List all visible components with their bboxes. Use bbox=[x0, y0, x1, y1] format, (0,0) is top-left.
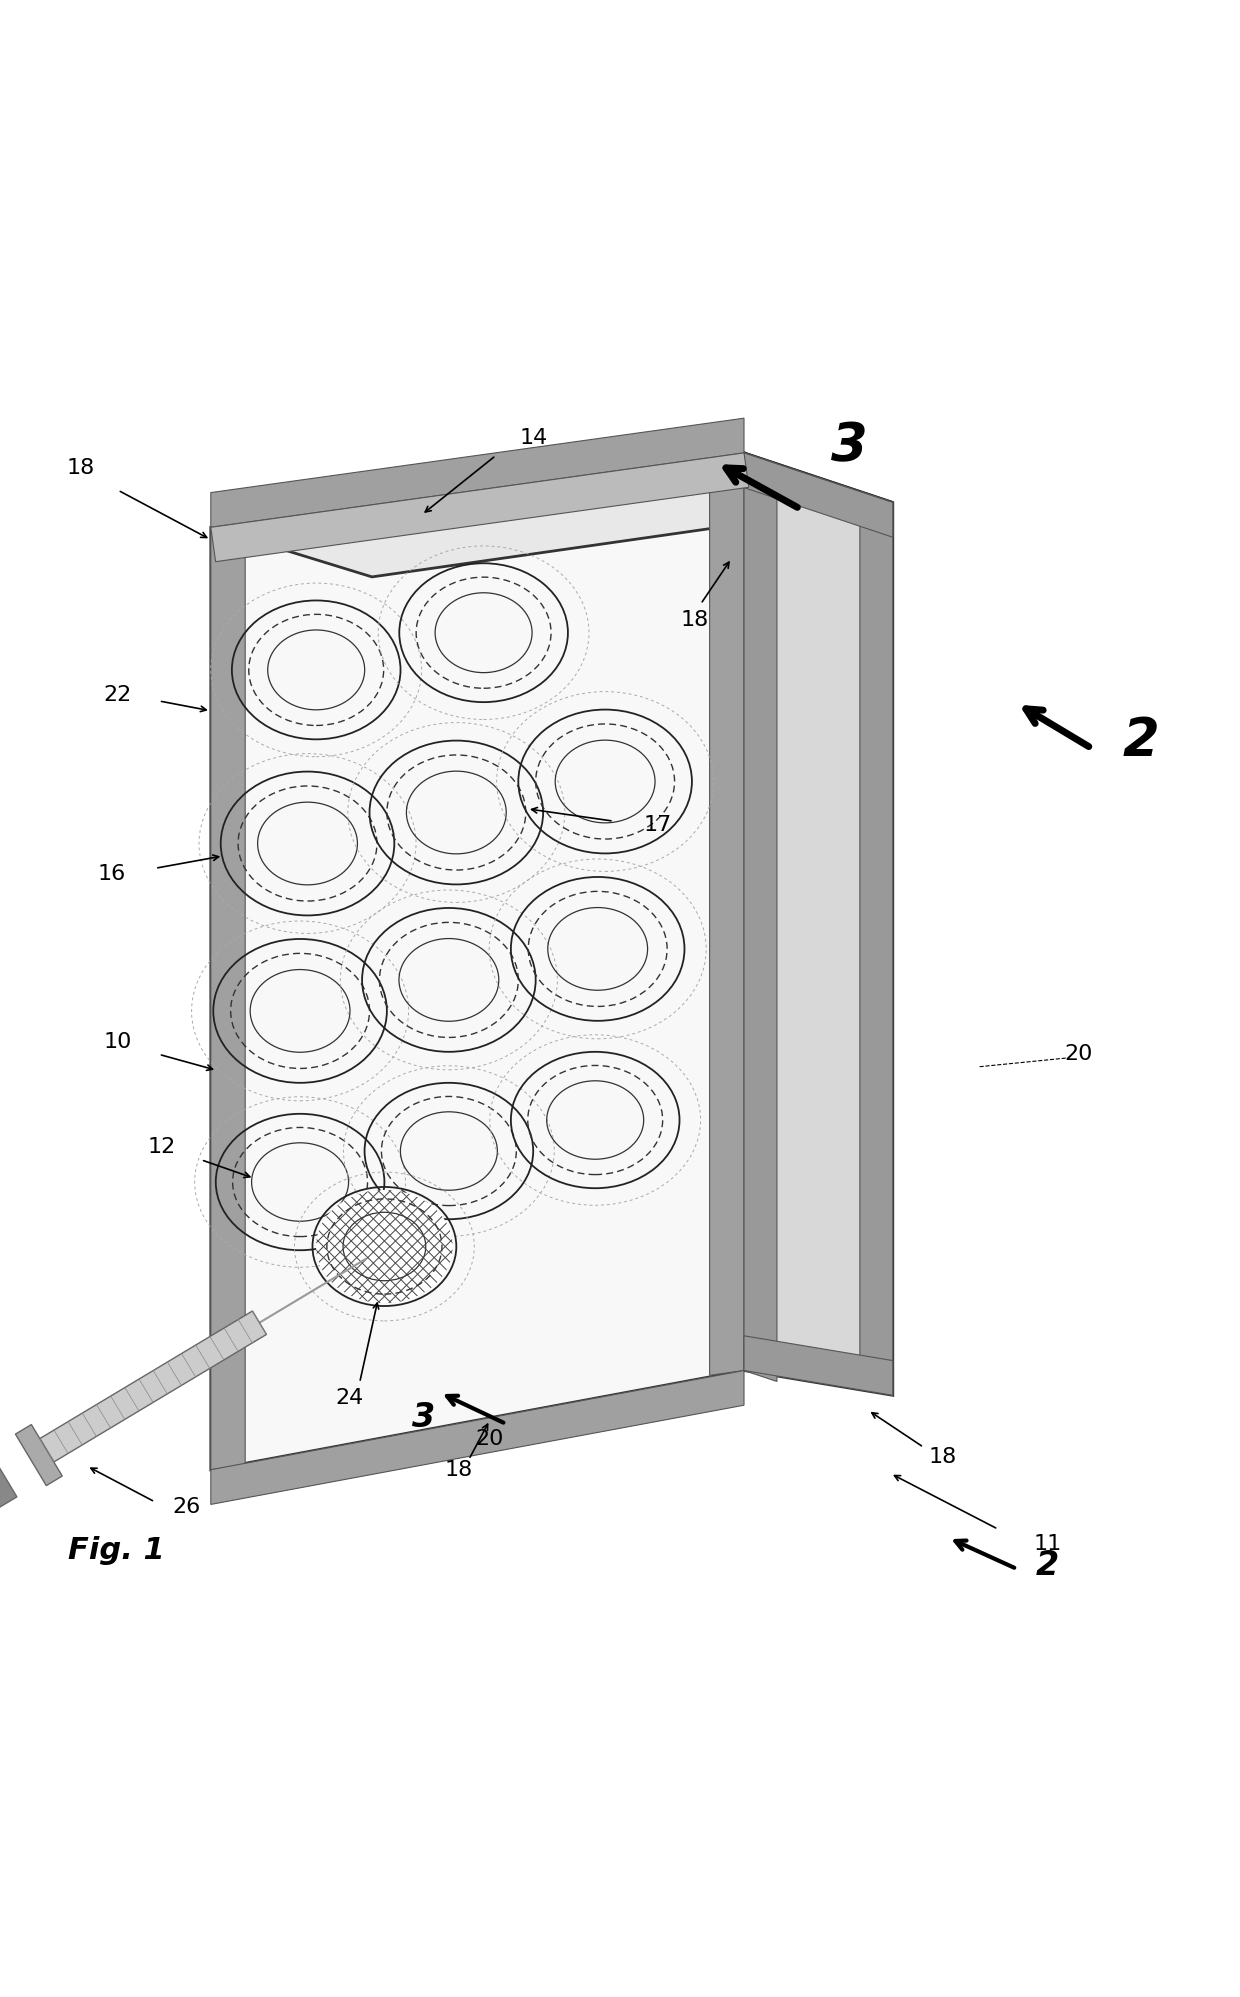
Text: 18: 18 bbox=[929, 1448, 956, 1468]
Polygon shape bbox=[744, 1336, 893, 1396]
Polygon shape bbox=[15, 1424, 62, 1486]
Polygon shape bbox=[40, 1310, 267, 1462]
Text: 20: 20 bbox=[1065, 1044, 1092, 1064]
Text: 24: 24 bbox=[336, 1388, 363, 1408]
Polygon shape bbox=[211, 453, 744, 1470]
Polygon shape bbox=[0, 1454, 17, 1510]
Text: 20: 20 bbox=[476, 1428, 503, 1448]
Polygon shape bbox=[211, 453, 893, 577]
Polygon shape bbox=[744, 453, 893, 537]
Polygon shape bbox=[744, 453, 777, 1382]
Polygon shape bbox=[211, 1370, 744, 1504]
Text: 14: 14 bbox=[520, 427, 547, 447]
Text: 18: 18 bbox=[445, 1460, 472, 1480]
Polygon shape bbox=[211, 523, 246, 1470]
Text: 2: 2 bbox=[1037, 1550, 1059, 1582]
Text: 3: 3 bbox=[413, 1402, 435, 1434]
Text: 18: 18 bbox=[67, 457, 94, 477]
Text: Fig. 1: Fig. 1 bbox=[68, 1536, 165, 1566]
Text: 10: 10 bbox=[104, 1032, 131, 1052]
Text: 3: 3 bbox=[831, 421, 868, 473]
Polygon shape bbox=[211, 453, 749, 561]
Text: 18: 18 bbox=[681, 611, 708, 631]
Polygon shape bbox=[744, 453, 893, 1396]
Text: 17: 17 bbox=[644, 815, 671, 835]
Text: 11: 11 bbox=[1034, 1534, 1061, 1554]
Text: 12: 12 bbox=[148, 1138, 175, 1158]
Ellipse shape bbox=[316, 1190, 453, 1304]
Text: 22: 22 bbox=[104, 685, 131, 705]
Text: 26: 26 bbox=[172, 1498, 200, 1518]
Polygon shape bbox=[211, 417, 744, 527]
Polygon shape bbox=[859, 491, 893, 1396]
Polygon shape bbox=[709, 453, 744, 1376]
Text: 2: 2 bbox=[1122, 715, 1159, 767]
Text: 16: 16 bbox=[98, 865, 125, 885]
